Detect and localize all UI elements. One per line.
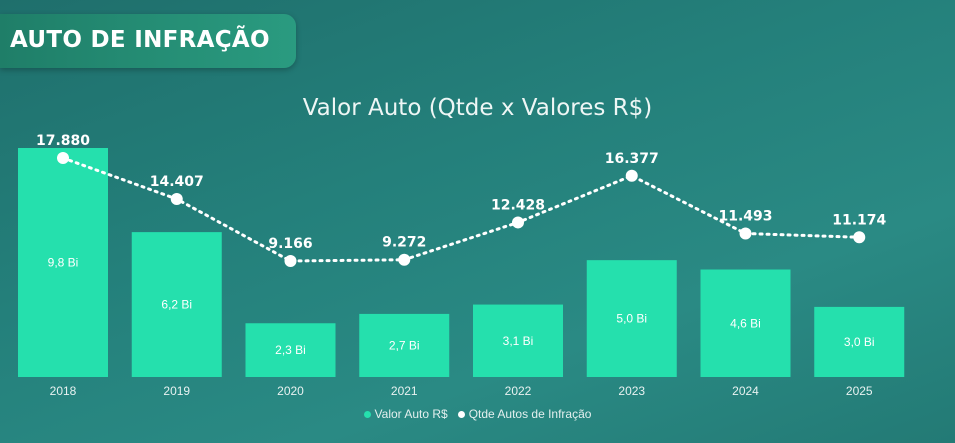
header-tab: AUTO DE INFRAÇÃO — [0, 14, 296, 68]
bar-value-label: 6,2 Bi — [161, 298, 192, 312]
bar-2023[interactable] — [586, 260, 677, 377]
bar-2025[interactable] — [814, 306, 905, 377]
line-point-2020[interactable] — [284, 255, 297, 267]
line-value-label: 16.377 — [605, 151, 659, 167]
line-point-2025[interactable] — [853, 231, 866, 244]
bar-2024[interactable] — [700, 269, 791, 377]
x-tick-label: 2019 — [163, 384, 190, 398]
legend-item-line[interactable]: Qtde Autos de Infração — [457, 407, 592, 421]
bar-2019[interactable] — [131, 232, 222, 377]
x-tick-label: 2020 — [277, 384, 304, 398]
line-series-path — [61, 156, 861, 263]
line-point-2023[interactable] — [625, 169, 638, 182]
bar-value-label: 9,8 Bi — [48, 256, 79, 270]
line-point-2018[interactable] — [57, 152, 69, 164]
x-tick-label: 2021 — [391, 384, 418, 398]
x-tick-label: 2025 — [846, 384, 873, 398]
page-title: AUTO DE INFRAÇÃO — [10, 27, 270, 53]
bar-value-label: 4,6 Bi — [730, 316, 761, 330]
legend-label-bars: Valor Auto R$ — [374, 407, 448, 421]
chart-title: Valor Auto (Qtde x Valores R$) — [302, 95, 653, 121]
x-tick-label: 2022 — [505, 384, 532, 398]
legend-swatch-line — [457, 410, 465, 418]
legend-label-line: Qtde Autos de Infração — [468, 407, 592, 421]
bar-2022[interactable] — [473, 304, 563, 377]
line-point-2022[interactable] — [512, 216, 524, 229]
x-tick-label: 2024 — [732, 384, 759, 398]
line-value-label: 17.880 — [36, 133, 90, 149]
bar-value-label: 3,0 Bi — [844, 335, 875, 349]
bar-value-label: 2,3 Bi — [275, 343, 306, 357]
line-value-label: 14.407 — [150, 174, 204, 190]
line-value-label: 9.272 — [382, 235, 426, 251]
line-point-2019[interactable] — [170, 193, 183, 206]
line-point-2024[interactable] — [739, 227, 752, 240]
bar-value-label: 5,0 Bi — [616, 312, 647, 326]
line-value-label: 12.428 — [491, 197, 545, 213]
bar-2018[interactable] — [18, 148, 108, 377]
bar-2021[interactable] — [359, 313, 450, 377]
bar-value-label: 2,7 Bi — [389, 338, 420, 352]
x-tick-label: 2018 — [50, 384, 77, 398]
x-tick-label: 2023 — [618, 384, 645, 398]
chart-legend: Valor Auto R$ Qtde Autos de Infração — [0, 407, 955, 421]
bar-value-label: 3,1 Bi — [503, 334, 534, 348]
bar-2020[interactable] — [245, 323, 336, 377]
line-value-label: 11.493 — [718, 208, 772, 224]
legend-swatch-bars — [363, 410, 371, 418]
line-value-label: 9.166 — [268, 236, 312, 252]
legend-item-bars[interactable]: Valor Auto R$ — [363, 407, 448, 421]
line-value-label: 11.174 — [832, 212, 886, 228]
line-point-2021[interactable] — [398, 253, 411, 266]
